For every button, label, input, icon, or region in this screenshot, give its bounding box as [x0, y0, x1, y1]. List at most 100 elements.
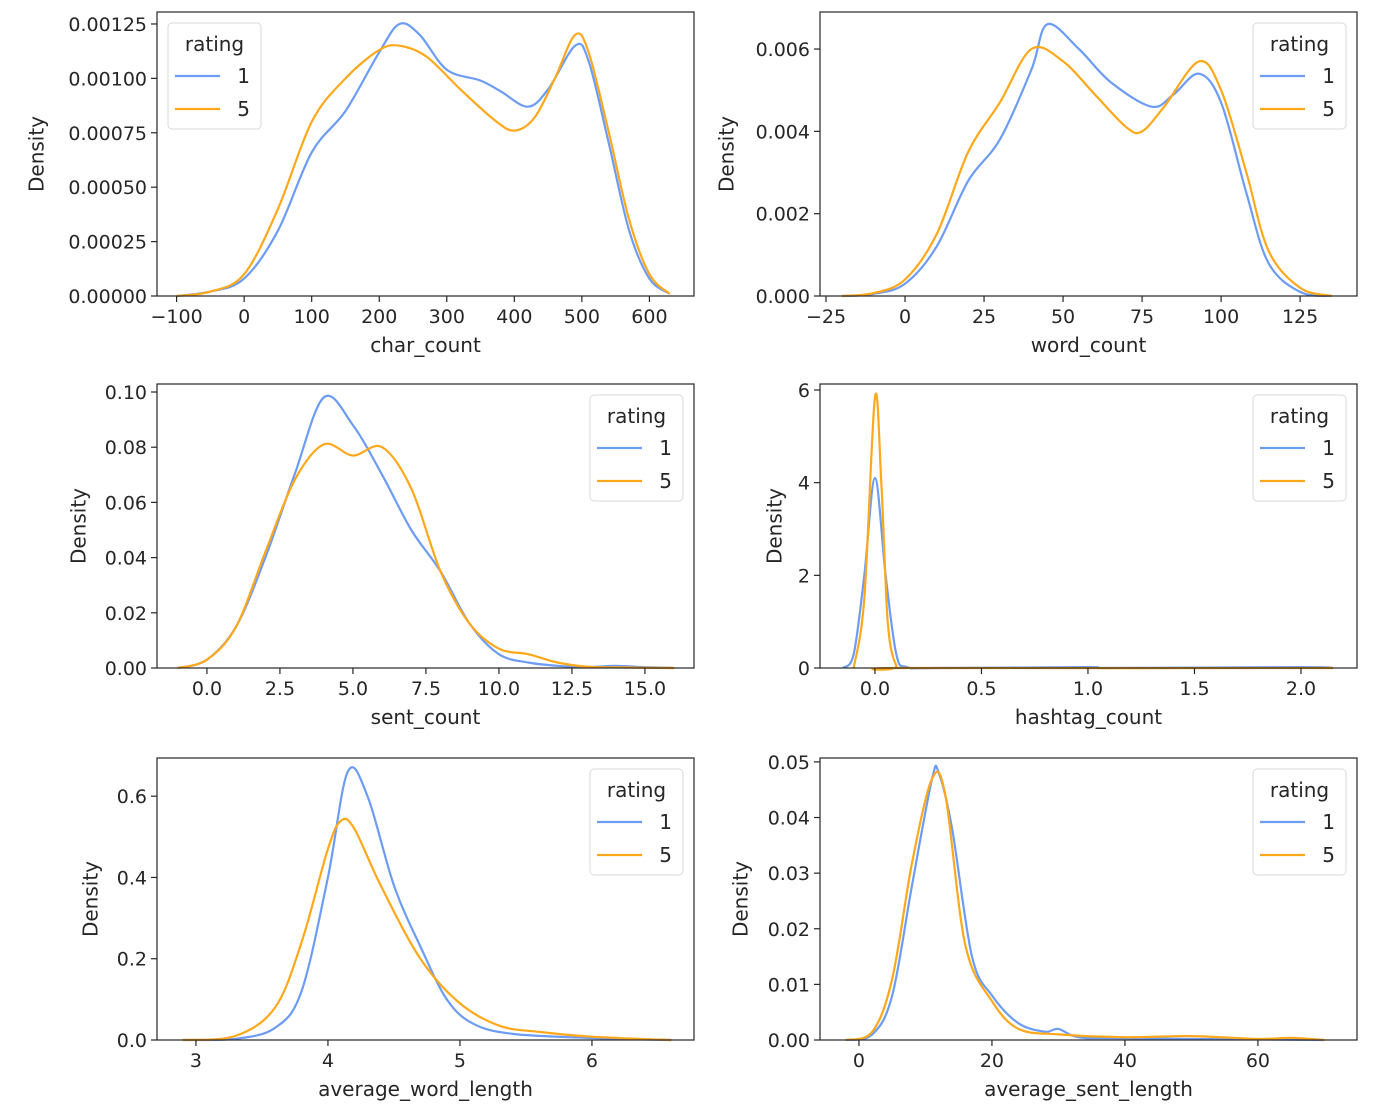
y-tick-label: 0.06: [105, 492, 147, 514]
x-tick-label: 2.0: [1286, 678, 1316, 700]
kde-line-rating-5: [182, 817, 672, 1042]
x-tick-label: 1.0: [1073, 678, 1103, 700]
legend: rating 1 5: [1252, 768, 1347, 876]
y-tick-label: 0.2: [117, 949, 147, 971]
x-tick-label: 40: [1113, 1050, 1137, 1072]
y-tick-label: 0.0: [117, 1030, 147, 1052]
x-tick-label: 50: [1051, 306, 1075, 328]
y-tick-label: 6: [798, 380, 810, 402]
y-tick-label: 0.00: [105, 658, 147, 680]
subplot-sent-count: 0.0 2.5 5.0 7.5 10.0 12.5 15.0 0.00 0.02 0.04 0.06…: [67, 382, 695, 729]
x-tick-label: 0.5: [966, 678, 996, 700]
x-tick-label: 7.5: [411, 678, 441, 700]
kde-line-rating-1: [176, 22, 671, 298]
x-tick-label: 300: [429, 306, 465, 328]
x-axis-label: sent_count: [371, 705, 481, 729]
legend-title: rating: [1270, 778, 1329, 802]
x-tick-label: −25: [806, 306, 846, 328]
x-tick-label: 2.5: [265, 678, 295, 700]
y-tick-label: 0.4: [117, 867, 147, 889]
x-tick-label: 400: [496, 306, 532, 328]
y-axis-label: Density: [729, 861, 753, 937]
legend: rating 1 5: [1252, 22, 1347, 130]
x-tick-label: 3: [190, 1050, 202, 1072]
y-tick-label: 0: [798, 658, 810, 680]
x-tick-label: −100: [150, 306, 202, 328]
kde-line-rating-1: [841, 22, 1332, 298]
legend-title: rating: [607, 778, 666, 802]
x-tick-label: 12.5: [551, 678, 593, 700]
y-tick-label: 0.6: [117, 786, 147, 808]
axes-frame: [156, 11, 695, 297]
legend-title: rating: [607, 404, 666, 428]
x-tick-label: 15.0: [624, 678, 666, 700]
y-axis-label: Density: [763, 488, 787, 564]
legend: rating 1 5: [167, 22, 262, 130]
y-tick-label: 0.02: [768, 919, 810, 941]
legend: rating 1 5: [1252, 394, 1347, 502]
legend-title: rating: [185, 32, 244, 56]
y-tick-label: 0.05: [768, 752, 810, 774]
kde-line-rating-1: [182, 766, 672, 1042]
x-tick-label: 100: [294, 306, 330, 328]
legend-label: 5: [659, 469, 672, 493]
x-tick-label: 10.0: [478, 678, 520, 700]
y-tick-label: 0.00125: [68, 14, 147, 36]
legend-label: 5: [659, 843, 672, 867]
y-tick-label: 0.00075: [68, 123, 147, 145]
legend-label: 5: [1322, 469, 1335, 493]
y-tick-label: 0.002: [756, 204, 810, 226]
subplot-average-word-length: 3 4 5 6 0.0 0.2 0.4 0.6 average_word_length Densi…: [79, 757, 695, 1101]
y-tick-label: 0.03: [768, 863, 810, 885]
kde-line-rating-5: [841, 45, 1332, 298]
x-tick-label: 125: [1282, 306, 1318, 328]
legend-label: 1: [1322, 436, 1335, 460]
axes-frame: [819, 757, 1358, 1041]
subplot-word-count: −25 0 25 50 75 100 125 0.000 0.002 0.004 0.006 word…: [715, 11, 1358, 357]
legend: rating 1 5: [589, 394, 684, 502]
x-tick-label: 25: [972, 306, 996, 328]
axes-frame: [819, 11, 1358, 297]
x-tick-label: 0: [853, 1050, 865, 1072]
legend-label: 5: [1322, 843, 1335, 867]
y-tick-label: 0.00025: [68, 232, 147, 254]
y-tick-label: 0.02: [105, 603, 147, 625]
legend-label: 1: [659, 810, 672, 834]
y-tick-label: 0.04: [105, 548, 147, 570]
kde-line-rating-5: [176, 32, 671, 298]
y-tick-label: 0.01: [768, 974, 810, 996]
x-axis-label: hashtag_count: [1015, 705, 1162, 729]
x-tick-label: 0: [238, 306, 250, 328]
x-tick-label: 500: [564, 306, 600, 328]
y-tick-label: 0.00000: [68, 286, 147, 308]
y-tick-label: 0.00050: [68, 177, 147, 199]
kde-line-rating-1: [845, 764, 1325, 1042]
subplot-average-sent-length: 0 20 40 60 0.00 0.01 0.02 0.03 0.04 0.05 average_s…: [729, 752, 1358, 1101]
x-tick-label: 5: [454, 1050, 466, 1072]
y-tick-label: 4: [798, 473, 810, 495]
legend-label: 5: [237, 97, 250, 121]
x-axis-label: char_count: [370, 333, 481, 357]
legend-label: 1: [1322, 810, 1335, 834]
kde-line-rating-5: [177, 442, 675, 670]
x-tick-label: 20: [980, 1050, 1004, 1072]
x-tick-label: 75: [1130, 306, 1154, 328]
legend-label: 1: [237, 64, 250, 88]
axes-frame: [156, 757, 695, 1041]
x-axis-label: word_count: [1031, 333, 1147, 357]
y-tick-label: 0.10: [105, 382, 147, 404]
x-tick-label: 5.0: [338, 678, 368, 700]
legend-title: rating: [1270, 32, 1329, 56]
y-tick-label: 0.004: [756, 121, 810, 143]
y-tick-label: 0.000: [756, 286, 810, 308]
x-tick-label: 0.0: [192, 678, 222, 700]
legend: rating 1 5: [589, 768, 684, 876]
x-tick-label: 200: [361, 306, 397, 328]
x-tick-label: 1.5: [1179, 678, 1209, 700]
kde-line-rating-1: [842, 476, 1333, 670]
legend-label: 1: [1322, 64, 1335, 88]
x-tick-label: 600: [631, 306, 667, 328]
y-tick-label: 0.00: [768, 1030, 810, 1052]
y-axis-label: Density: [67, 488, 91, 564]
